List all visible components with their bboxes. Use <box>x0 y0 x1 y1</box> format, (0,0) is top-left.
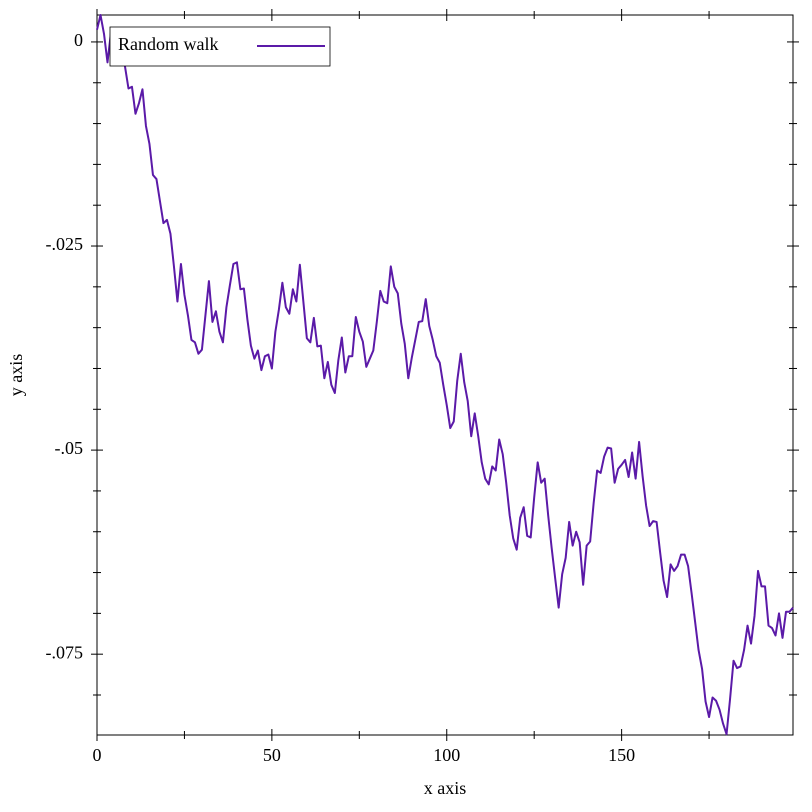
x-tick-label: 100 <box>433 745 460 765</box>
x-tick-label: 0 <box>93 745 102 765</box>
x-tick-label: 150 <box>608 745 635 765</box>
plot-frame <box>96 14 794 736</box>
y-tick-label: -.075 <box>46 642 84 662</box>
y-axis-label: y axis <box>6 354 26 397</box>
x-tick-label: 50 <box>263 745 281 765</box>
y-tick-label: 0 <box>74 30 83 50</box>
y-tick-label: -.05 <box>55 438 84 458</box>
y-tick-label: -.025 <box>46 234 84 254</box>
legend-label: Random walk <box>118 34 219 54</box>
x-axis-label: x axis <box>424 778 467 798</box>
data-line <box>96 14 794 736</box>
